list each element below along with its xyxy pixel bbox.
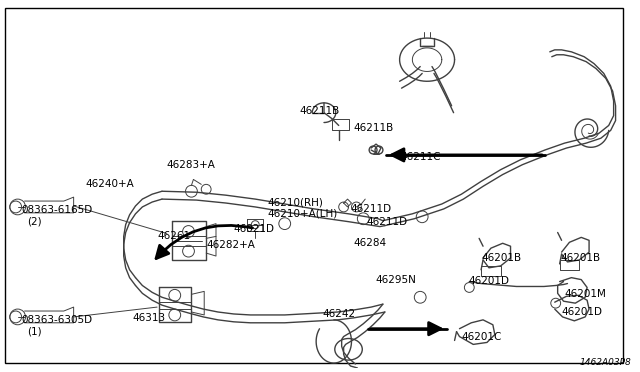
Text: 46201C: 46201C bbox=[461, 331, 502, 341]
Text: 46201D: 46201D bbox=[561, 307, 603, 317]
Text: 46211D: 46211D bbox=[351, 204, 392, 214]
Text: 46240+A: 46240+A bbox=[85, 179, 134, 189]
Text: 46295N: 46295N bbox=[375, 275, 416, 285]
Text: 46211B: 46211B bbox=[300, 106, 340, 116]
Text: 46313: 46313 bbox=[132, 313, 166, 323]
Text: 46211B: 46211B bbox=[353, 122, 394, 132]
Text: 1462A03P8: 1462A03P8 bbox=[579, 358, 631, 367]
Text: 46210+A(LH): 46210+A(LH) bbox=[267, 209, 337, 219]
Text: 46283+A: 46283+A bbox=[167, 160, 216, 170]
Text: 46201B: 46201B bbox=[481, 253, 521, 263]
Text: 46201B: 46201B bbox=[561, 253, 601, 263]
Text: 46284: 46284 bbox=[353, 238, 387, 248]
Text: 46261: 46261 bbox=[157, 231, 190, 241]
Text: 46201M: 46201M bbox=[564, 289, 607, 299]
Text: (2): (2) bbox=[28, 217, 42, 227]
Text: 08363-6305D: 08363-6305D bbox=[22, 315, 93, 325]
Text: 46201D: 46201D bbox=[468, 276, 509, 286]
Text: 08363-6165D: 08363-6165D bbox=[22, 205, 93, 215]
Text: 46242: 46242 bbox=[322, 309, 355, 319]
Text: 46211D: 46211D bbox=[366, 217, 407, 227]
Text: 46282+A: 46282+A bbox=[206, 240, 255, 250]
Text: 46021D: 46021D bbox=[234, 224, 275, 234]
Text: (1): (1) bbox=[28, 327, 42, 337]
Text: 46210(RH): 46210(RH) bbox=[267, 197, 323, 207]
Text: 46211C: 46211C bbox=[401, 152, 441, 162]
